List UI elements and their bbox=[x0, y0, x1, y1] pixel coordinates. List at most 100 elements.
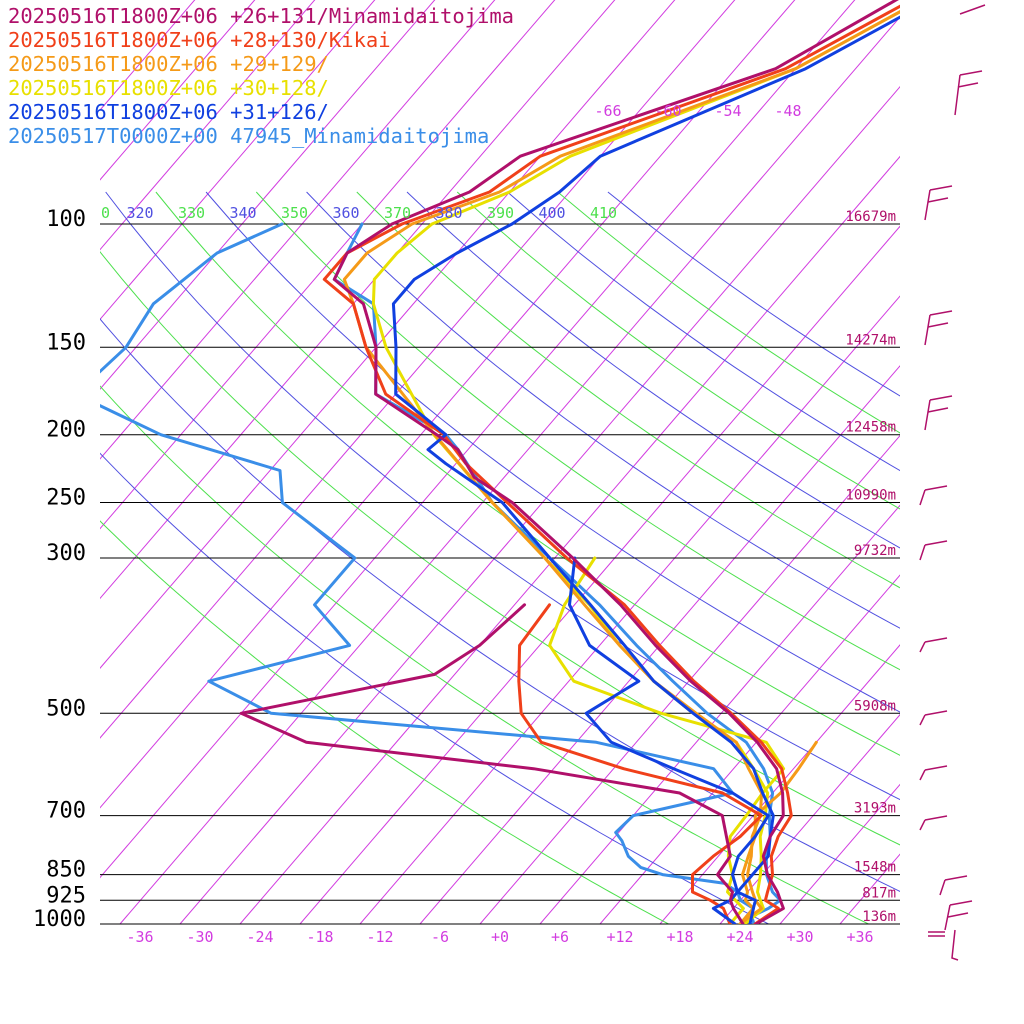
series-2-temperature-line bbox=[342, 10, 900, 924]
temperature-tick-label: +24 bbox=[726, 928, 753, 946]
wind-barb-calm bbox=[951, 929, 959, 961]
theta-label: 360 bbox=[332, 204, 359, 222]
wind-barb-flag bbox=[924, 637, 948, 643]
height-label: 1548m bbox=[854, 860, 896, 876]
wind-barb-flag bbox=[927, 322, 949, 328]
wind-barb-shaft bbox=[919, 544, 926, 561]
adiabat-line bbox=[105, 191, 900, 801]
wind-barb-flag bbox=[927, 197, 949, 203]
adiabat-line bbox=[406, 191, 900, 549]
temperature-tick-label: -6 bbox=[431, 928, 449, 946]
pressure-tick-label: 500 bbox=[46, 696, 86, 721]
theta-label: 380 bbox=[435, 204, 462, 222]
theta-label: 390 bbox=[487, 204, 514, 222]
height-label: 136m bbox=[862, 909, 896, 925]
theta-label: 370 bbox=[384, 204, 411, 222]
isotherm-line bbox=[479, 434, 900, 924]
temperature-tick-label: +36 bbox=[846, 928, 873, 946]
adiabat-line bbox=[100, 520, 669, 924]
wind-barb-shaft bbox=[924, 399, 931, 431]
wind-barb-shaft bbox=[924, 189, 931, 221]
adiabat-line bbox=[255, 191, 900, 671]
pressure-tick-label: 300 bbox=[46, 541, 86, 566]
legend-entry: 20250516T1800Z+06 +26+131/Minamidaitojim… bbox=[8, 4, 515, 28]
theta-label: 320 bbox=[126, 204, 153, 222]
wind-barb-flag bbox=[924, 710, 948, 716]
temperature-tick-label: +6 bbox=[551, 928, 569, 946]
isotherm-line bbox=[100, 0, 376, 321]
wind-barb-shaft bbox=[959, 4, 986, 15]
height-label: 10990m bbox=[845, 488, 896, 504]
wind-barb-shaft bbox=[919, 819, 926, 831]
adiabat-line bbox=[356, 191, 900, 589]
adiabat-line bbox=[100, 251, 900, 846]
wind-barb-flag bbox=[949, 900, 973, 906]
wind-barb-flag bbox=[924, 485, 948, 491]
wind-barb-flag bbox=[957, 82, 979, 88]
temperature-tick-label: +18 bbox=[666, 928, 693, 946]
height-label: 3193m bbox=[854, 801, 896, 817]
theta-label: 410 bbox=[590, 204, 617, 222]
wind-barb-shaft bbox=[954, 74, 961, 116]
height-label: 5908m bbox=[854, 698, 896, 714]
height-label: 817m bbox=[862, 885, 896, 901]
wind-barb-shaft bbox=[919, 769, 926, 781]
theta-label: 400 bbox=[538, 204, 565, 222]
temperature-tick-label: -36 bbox=[126, 928, 153, 946]
upper-temperature-label: -60 bbox=[654, 102, 681, 120]
wind-barb-shaft bbox=[924, 314, 931, 346]
height-label: 14274m bbox=[845, 332, 896, 348]
pressure-tick-label: 700 bbox=[46, 799, 86, 824]
wind-barb-flag bbox=[927, 407, 949, 413]
isotherm-line bbox=[659, 644, 900, 924]
adiabat-lines bbox=[100, 191, 900, 924]
wind-barb-shaft bbox=[919, 489, 926, 506]
isotherm-line bbox=[779, 783, 900, 924]
temperature-tick-label: +30 bbox=[786, 928, 813, 946]
isotherm-line bbox=[100, 0, 436, 390]
wind-barb-shaft bbox=[939, 879, 946, 896]
isotherm-line bbox=[100, 0, 256, 181]
height-label: 12458m bbox=[845, 420, 896, 436]
pressure-tick-label: 1000 bbox=[33, 907, 86, 932]
isotherm-line bbox=[599, 574, 900, 924]
height-label: 9732m bbox=[854, 543, 896, 559]
wind-barb-flag bbox=[924, 765, 948, 771]
series-5-dewpoint-line bbox=[100, 222, 755, 924]
theta-label: 350 bbox=[281, 204, 308, 222]
temperature-tick-label: +0 bbox=[491, 928, 509, 946]
series-1-dewpoint-line bbox=[517, 603, 763, 924]
isotherm-line bbox=[719, 713, 900, 924]
wind-barbs bbox=[919, 4, 986, 961]
pressure-tick-label: 100 bbox=[46, 207, 86, 232]
upper-temperature-label: -54 bbox=[714, 102, 741, 120]
temperature-tick-label: -18 bbox=[306, 928, 333, 946]
pressure-tick-label: 250 bbox=[46, 486, 86, 511]
adiabat-line bbox=[456, 191, 900, 510]
wind-barb-shaft bbox=[919, 714, 926, 726]
adiabat-line bbox=[306, 191, 900, 629]
sounding-traces bbox=[100, 0, 900, 924]
theta-label: 0 bbox=[101, 204, 110, 222]
wind-barb-flag bbox=[947, 912, 969, 918]
upper-temperature-label: -66 bbox=[594, 102, 621, 120]
pressure-tick-label: 150 bbox=[46, 330, 86, 355]
wind-barb-flag bbox=[929, 185, 953, 191]
wind-barb-flag bbox=[929, 395, 953, 401]
upper-temperature-label: -48 bbox=[774, 102, 801, 120]
isotherm-line bbox=[839, 853, 900, 924]
wind-barb-flag bbox=[959, 70, 983, 76]
wind-barb-flag bbox=[924, 815, 948, 821]
series-1-temperature-line bbox=[322, 4, 900, 924]
temperature-tick-label: +12 bbox=[606, 928, 633, 946]
wind-barb-shaft bbox=[944, 904, 951, 931]
wind-barb-shaft bbox=[919, 641, 926, 653]
isotherm-line bbox=[100, 0, 316, 251]
legend-entry: 20250516T1800Z+06 +28+130/Kikai bbox=[8, 28, 391, 52]
theta-label: 340 bbox=[229, 204, 256, 222]
temperature-tick-label: -12 bbox=[366, 928, 393, 946]
legend-entry: 20250516T1800Z+06 +29+129/ bbox=[8, 52, 329, 76]
theta-label: 330 bbox=[178, 204, 205, 222]
isotherm-line bbox=[960, 0, 1024, 924]
series-0-temperature-line bbox=[332, 0, 899, 924]
